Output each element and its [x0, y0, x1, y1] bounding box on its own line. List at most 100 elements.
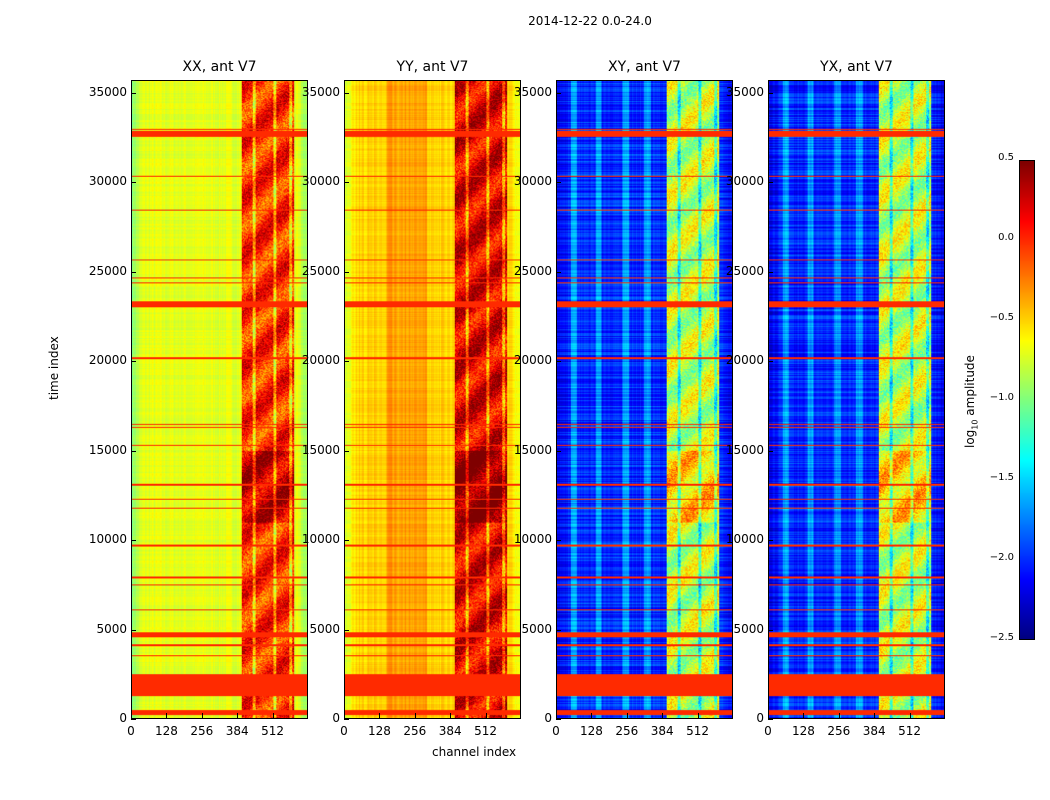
- x-tick-label: 384: [862, 724, 886, 738]
- y-tick-mark: [768, 450, 773, 452]
- y-tick-mark: [768, 719, 773, 720]
- x-tick-mark: [201, 713, 203, 718]
- x-tick-mark: [131, 713, 132, 718]
- x-tick-label: 512: [686, 724, 710, 738]
- y-tick-mark: [556, 182, 561, 184]
- y-tick-label: 25000: [301, 263, 340, 278]
- heatmap-panel: [768, 80, 945, 719]
- y-tick-label: 15000: [725, 442, 764, 457]
- x-tick-mark: [166, 713, 168, 718]
- y-tick-mark: [131, 450, 136, 452]
- x-tick-label: 256: [403, 724, 427, 738]
- x-tick-mark: [450, 713, 452, 718]
- y-tick-mark: [768, 182, 773, 184]
- y-tick-label: 0: [332, 711, 340, 725]
- y-tick-mark: [556, 629, 561, 631]
- colorbar-tick-label: −0.5: [989, 312, 1014, 323]
- panel-title: XY, ant V7: [608, 59, 681, 75]
- y-tick-label: 5000: [521, 621, 552, 636]
- y-tick-label: 25000: [725, 263, 764, 278]
- y-tick-label: 0: [544, 711, 552, 725]
- y-tick-mark: [344, 629, 349, 631]
- x-tick-label: 384: [438, 724, 462, 738]
- x-tick-label: 512: [898, 724, 922, 738]
- x-tick-label: 0: [764, 724, 772, 738]
- y-tick-label: 5000: [733, 621, 764, 636]
- x-tick-mark: [485, 713, 487, 718]
- x-tick-mark: [803, 713, 805, 718]
- y-tick-label: 30000: [725, 174, 764, 189]
- x-tick-label: 256: [190, 724, 214, 738]
- y-tick-mark: [344, 271, 349, 273]
- x-tick-label: 0: [127, 724, 135, 738]
- colorbar: [1019, 160, 1035, 640]
- x-tick-mark: [838, 713, 840, 718]
- x-tick-mark: [591, 713, 593, 718]
- y-tick-mark: [556, 271, 561, 273]
- colorbar-label-main: log: [963, 429, 977, 448]
- x-tick-label: 0: [340, 724, 348, 738]
- y-tick-label: 30000: [88, 174, 127, 189]
- y-tick-mark: [768, 92, 773, 94]
- y-tick-label: 5000: [309, 621, 340, 636]
- y-tick-mark: [768, 271, 773, 273]
- y-tick-label: 30000: [301, 174, 340, 189]
- x-tick-mark: [272, 713, 274, 718]
- y-tick-label: 10000: [513, 532, 552, 546]
- y-tick-label: 0: [119, 711, 127, 725]
- heatmap-panel: [131, 80, 308, 719]
- y-tick-mark: [344, 182, 349, 184]
- y-tick-mark: [131, 361, 136, 363]
- y-tick-mark: [768, 629, 773, 631]
- colorbar-tick-label: −1.0: [989, 392, 1014, 403]
- y-tick-mark: [768, 361, 773, 363]
- x-tick-mark: [414, 713, 416, 718]
- y-tick-mark: [556, 719, 561, 720]
- y-tick-label: 0: [756, 711, 764, 725]
- y-tick-mark: [556, 540, 561, 541]
- heatmap-image: [557, 81, 732, 718]
- x-tick-label: 512: [261, 724, 285, 738]
- y-tick-label: 20000: [88, 353, 127, 368]
- y-tick-mark: [344, 361, 349, 363]
- x-tick-mark: [379, 713, 381, 718]
- x-tick-label: 384: [225, 724, 249, 738]
- y-tick-label: 15000: [88, 442, 127, 457]
- y-tick-label: 15000: [513, 442, 552, 457]
- y-tick-mark: [131, 540, 136, 541]
- y-tick-label: 15000: [301, 442, 340, 457]
- x-tick-mark: [344, 713, 345, 718]
- x-tick-label: 512: [474, 724, 498, 738]
- x-tick-label: 128: [154, 724, 178, 738]
- y-tick-mark: [131, 629, 136, 631]
- x-tick-label: 128: [367, 724, 391, 738]
- y-tick-label: 20000: [301, 353, 340, 368]
- colorbar-tick-label: −2.0: [989, 552, 1014, 563]
- y-tick-label: 20000: [513, 353, 552, 368]
- x-tick-label: 256: [615, 724, 639, 738]
- x-tick-label: 0: [552, 724, 560, 738]
- x-tick-mark: [662, 713, 664, 718]
- y-tick-mark: [344, 450, 349, 452]
- colorbar-tick-label: 0.0: [998, 232, 1014, 243]
- y-tick-label: 10000: [301, 532, 340, 546]
- x-axis-label: channel index: [432, 745, 517, 759]
- x-tick-label: 128: [791, 724, 815, 738]
- y-tick-label: 25000: [513, 263, 552, 278]
- colorbar-label-rest: amplitude: [963, 355, 977, 420]
- x-tick-label: 256: [827, 724, 851, 738]
- heatmap-panel: [344, 80, 521, 719]
- x-tick-mark: [874, 713, 876, 718]
- colorbar-tick-label: 0.5: [998, 152, 1014, 163]
- heatmap-image: [345, 81, 520, 718]
- y-tick-mark: [131, 182, 136, 184]
- y-tick-mark: [344, 540, 349, 541]
- x-tick-label: 384: [650, 724, 674, 738]
- y-tick-mark: [131, 271, 136, 273]
- y-tick-mark: [344, 719, 349, 720]
- y-tick-mark: [131, 719, 136, 720]
- panel-title: XX, ant V7: [182, 59, 257, 75]
- y-tick-label: 35000: [725, 84, 764, 99]
- colorbar-label-sub: 10: [970, 419, 980, 430]
